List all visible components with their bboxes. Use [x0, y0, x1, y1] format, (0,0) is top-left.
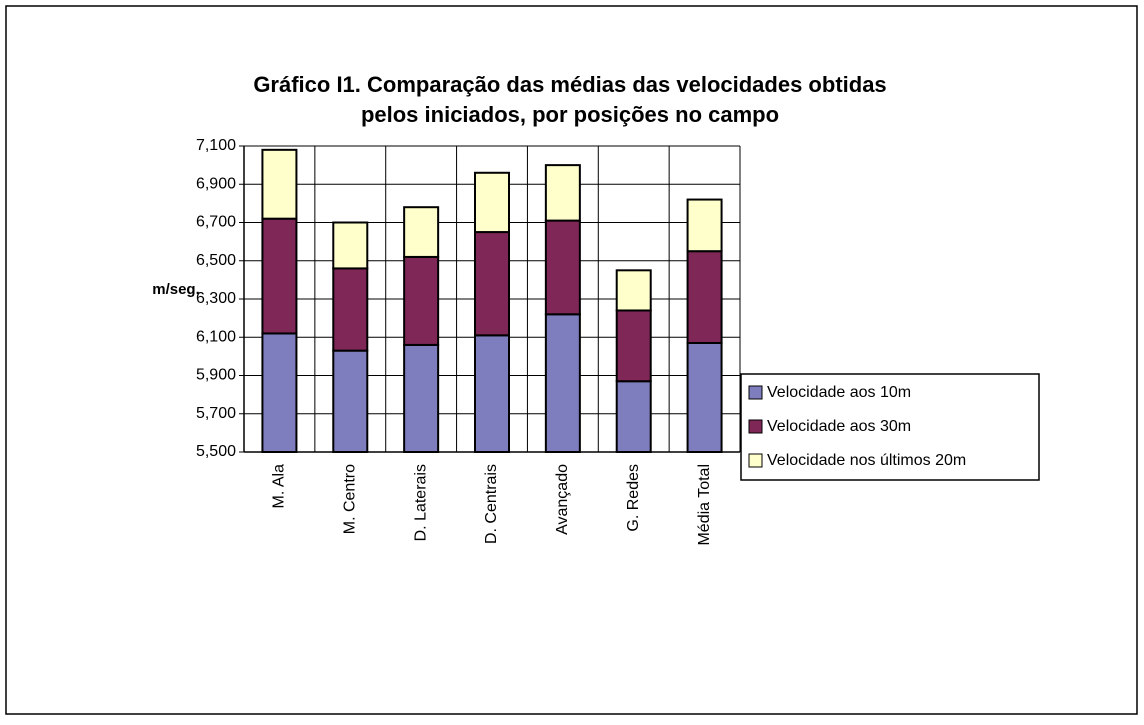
y-tick-label: 6,100	[196, 328, 236, 345]
legend-swatch	[748, 385, 763, 400]
bar-segment	[403, 343, 440, 453]
y-tick-label: 6,300	[196, 290, 236, 307]
y-tick-label: 6,700	[196, 214, 236, 231]
chart-title: pelos iniciados, por posições no campo	[361, 102, 779, 127]
bar-segment	[615, 380, 652, 453]
legend-label: Velocidade aos 30m	[767, 418, 911, 435]
bar-segment	[686, 198, 723, 253]
bar-segment	[332, 349, 369, 454]
bar-segment	[261, 217, 298, 335]
bar-segment	[544, 164, 581, 222]
bar-segment	[686, 250, 723, 344]
y-tick-label: 6,500	[196, 252, 236, 269]
bar-segment	[261, 332, 298, 453]
bar-segment	[615, 309, 652, 383]
bar-segment	[544, 219, 581, 316]
y-tick-label: 5,500	[196, 443, 236, 460]
x-tick-label: G. Redes	[625, 464, 642, 532]
y-axis-label: m/seg.	[152, 281, 200, 298]
bar-segment	[615, 269, 652, 312]
bar-segment	[474, 231, 510, 337]
bar-segment	[261, 148, 298, 220]
y-tick-label: 5,900	[196, 367, 236, 384]
y-tick-label: 6,900	[196, 175, 236, 192]
bar-segment	[474, 171, 510, 234]
x-tick-label: D. Centrais	[483, 464, 500, 544]
legend-label: Velocidade aos 10m	[767, 384, 911, 401]
chart-title: Gráfico I1. Comparação das médias das ve…	[253, 72, 886, 97]
legend-label: Velocidade nos últimos 20m	[767, 452, 966, 469]
bar-segment	[474, 334, 510, 453]
legend-swatch	[748, 419, 763, 434]
x-tick-label: M. Centro	[342, 464, 359, 534]
x-tick-label: Avançado	[554, 464, 571, 535]
legend-swatch	[748, 453, 763, 468]
bar-segment	[403, 206, 440, 258]
x-tick-label: D. Laterais	[412, 464, 429, 541]
y-tick-label: 5,700	[196, 405, 236, 422]
bar-segment	[403, 255, 440, 346]
bar-segment	[332, 267, 369, 352]
bar-segment	[332, 221, 369, 270]
bar-segment	[686, 341, 723, 453]
y-tick-label: 7,100	[196, 137, 236, 154]
x-tick-label: M. Ala	[271, 464, 288, 509]
legend-box	[740, 373, 1040, 481]
x-tick-label: Média Total	[696, 464, 713, 546]
bar-segment	[544, 313, 581, 453]
